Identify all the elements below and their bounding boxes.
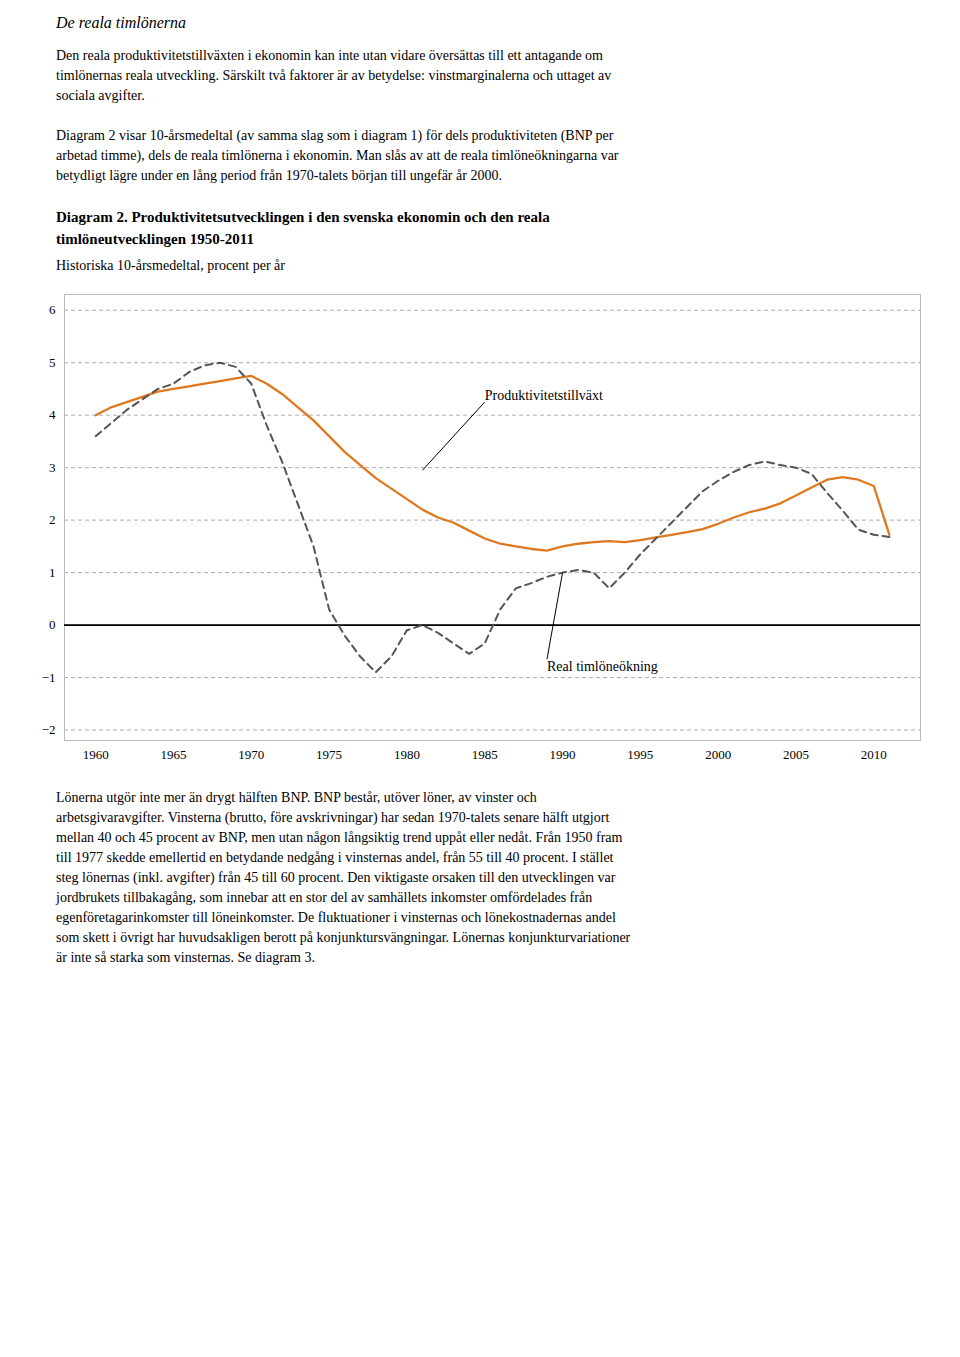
html-text:som skett i övrigt har huvudsa: som skett i övrigt har huvudsakligen ber… [56, 930, 631, 945]
html-text:steg lönernas (inkl. avgifter): steg lönernas (inkl. avgifter) från 45 t… [56, 870, 616, 885]
svg-text:−1: −1 [42, 670, 56, 685]
html-text:mellan 40 och 45 procent av BN: mellan 40 och 45 procent av BNP, men uta… [56, 830, 623, 845]
html-text:De reala timlönerna: De reala timlönerna [56, 14, 187, 31]
svg-text:1: 1 [49, 565, 56, 580]
svg-text:2010: 2010 [861, 747, 887, 762]
svg-text:1990: 1990 [550, 747, 576, 762]
svg-text:6: 6 [49, 302, 56, 317]
svg-text:4: 4 [49, 407, 56, 422]
svg-text:3: 3 [49, 460, 56, 475]
html-text:Historiska 10-årsmedeltal, pro: Historiska 10-årsmedeltal, procent per å… [56, 258, 285, 273]
html-text:timlöneutvecklingen 1950-2011: timlöneutvecklingen 1950-2011 [56, 231, 254, 247]
svg-text:1980: 1980 [394, 747, 420, 762]
svg-text:1975: 1975 [316, 747, 342, 762]
svg-text:1985: 1985 [472, 747, 498, 762]
svg-text:5: 5 [49, 355, 56, 370]
svg-text:2: 2 [49, 512, 56, 527]
svg-text:Produktivitetstillväxt: Produktivitetstillväxt [485, 388, 603, 403]
html-text:arbetsgivaravgifter. Vinsterna: arbetsgivaravgifter. Vinsterna (brutto, … [56, 810, 610, 825]
svg-text:2000: 2000 [705, 747, 731, 762]
html-text:egenföretagarinkomster till lö: egenföretagarinkomster till löneinkomste… [56, 910, 616, 925]
svg-text:1970: 1970 [238, 747, 264, 762]
svg-text:0: 0 [49, 617, 56, 632]
html-text:jordbrukets tillbakagång, som: jordbrukets tillbakagång, som innebar at… [56, 890, 593, 905]
html-text:arbetad timme), dels de reala: arbetad timme), dels de reala timlönerna… [56, 148, 619, 163]
html-text:Diagram 2 visar 10-årsmedeltal: Diagram 2 visar 10-årsmedeltal (av samma… [56, 128, 614, 143]
html-text:Den reala produktivitetstillvä: Den reala produktivitetstillväxten i eko… [56, 48, 603, 63]
html-text:timlönernas reala utveckling.: timlönernas reala utveckling. Särskilt t… [56, 68, 612, 83]
svg-text:Real timlöneökning: Real timlöneökning [547, 659, 658, 674]
html-text:Diagram 2. Produktivitetsutvec: Diagram 2. Produktivitetsutvecklingen i … [56, 209, 550, 225]
html-text:till 1977 skedde emellertid en: till 1977 skedde emellertid en betydande… [56, 850, 614, 865]
svg-text:1965: 1965 [160, 747, 186, 762]
html-text:sociala avgifter.: sociala avgifter. [56, 88, 145, 103]
html-text:är inte så starka som vinstern: är inte så starka som vinsternas. Se dia… [56, 950, 315, 965]
svg-text:1995: 1995 [627, 747, 653, 762]
svg-text:2005: 2005 [783, 747, 809, 762]
html-text:betydligt lägre under en lång: betydligt lägre under en lång period frå… [56, 168, 502, 183]
svg-text:−2: −2 [42, 722, 56, 737]
svg-text:1960: 1960 [83, 747, 109, 762]
html-text:Lönerna utgör inte mer än dryg: Lönerna utgör inte mer än drygt hälften … [56, 790, 537, 805]
